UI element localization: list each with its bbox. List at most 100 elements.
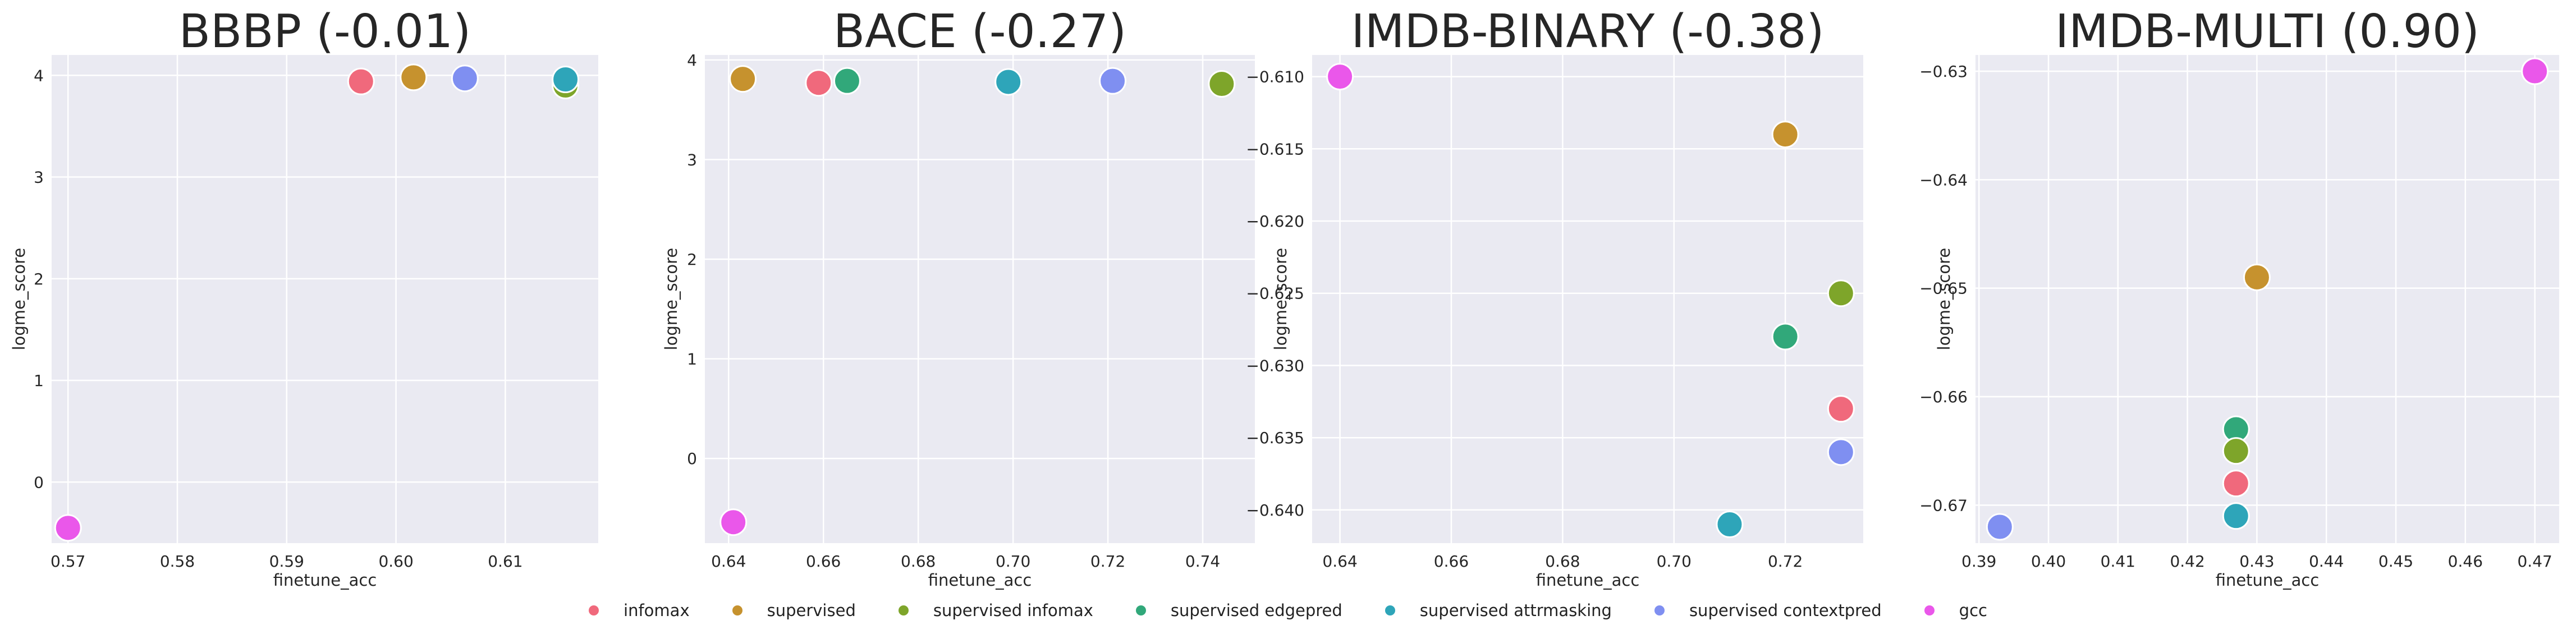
panel-3-y-axis-label: logme_score (1271, 248, 1290, 351)
legend: infomax supervised supervised infomax super… (0, 594, 2576, 627)
panel-1-x-tick-label: 0.58 (160, 552, 195, 571)
panel-2-point-supervised-infomax (1208, 70, 1236, 98)
panel-2-point-supervised-contextpred (1099, 67, 1127, 95)
panel-3-y-tick-label: −0.610 (1246, 68, 1304, 86)
panel-3-point-infomax (1827, 395, 1855, 423)
legend-item: supervised contextpred (1654, 601, 1882, 620)
panel-4-title: IMDB-MULTI (0.90) (2055, 5, 2479, 58)
panel-1-point-gcc (54, 514, 82, 542)
panel-4-x-tick-label: 0.46 (2448, 552, 2483, 571)
panel-2-y-tick-label: 2 (687, 250, 697, 269)
panel-3-x-tick-label: 0.64 (1322, 552, 1357, 571)
panel-3-title: IMDB-BINARY (-0.38) (1351, 5, 1825, 58)
panel-1-point-supervised (400, 63, 428, 91)
panel-3-point-gcc (1326, 63, 1354, 91)
panel-4-point-supervised-infomax (2222, 437, 2250, 465)
panel-1-x-tick-label: 0.60 (378, 552, 413, 571)
legend-label: supervised edgepred (1170, 601, 1342, 620)
legend-marker (1135, 605, 1146, 615)
panel-2-title: BACE (-0.27) (833, 5, 1126, 58)
panel-1-y-tick-label: 1 (34, 371, 44, 390)
panel-2-point-infomax (805, 69, 833, 97)
panel-3-y-tick-label: −0.630 (1246, 356, 1304, 375)
panel-4-y-tick-label: −0.67 (1919, 496, 1968, 514)
panel-4-x-tick-label: 0.44 (2309, 552, 2344, 571)
panel-4-y-tick-label: −0.64 (1919, 171, 1968, 189)
panel-3-x-tick-label: 0.66 (1434, 552, 1469, 571)
panel-1-point-infomax (347, 67, 375, 95)
panel-2-y-axis-label: logme_score (662, 248, 681, 351)
panel-4-x-tick-label: 0.47 (2517, 552, 2552, 571)
panel-1-y-tick-label: 2 (34, 270, 44, 288)
panel-4-x-tick-label: 0.39 (1961, 552, 1996, 571)
panel-4-y-tick-label: −0.66 (1919, 388, 1968, 406)
panel-4-point-gcc (2521, 57, 2549, 85)
panel-2-point-supervised-attrmasking (994, 68, 1023, 96)
panel-4-x-tick-label: 0.40 (2031, 552, 2066, 571)
panel-3-point-supervised (1771, 121, 1799, 149)
panel-1-x-tick-label: 0.59 (269, 552, 304, 571)
panel-2-x-axis-label: finetune_acc (928, 571, 1032, 590)
panel-2-x-tick-label: 0.66 (806, 552, 841, 571)
panel-1-plot-area (52, 55, 598, 543)
panel-3-plot-area (1312, 55, 1863, 543)
legend-label: infomax (624, 601, 690, 620)
legend-label: supervised (767, 601, 856, 620)
panel-4-y-axis-label: logme_score (1935, 248, 1954, 351)
panel-3-x-axis-label: finetune_acc (1536, 571, 1640, 590)
panel-2-y-tick-label: 1 (687, 350, 697, 369)
panel-4-x-tick-label: 0.42 (2170, 552, 2204, 571)
panel-4-point-supervised-contextpred (1986, 513, 2014, 541)
legend-label: gcc (1959, 601, 1987, 620)
panel-4-x-axis-label: finetune_acc (2216, 571, 2320, 590)
panel-4-y-tick-label: −0.63 (1919, 62, 1968, 81)
panel-3-y-tick-label: −0.615 (1246, 140, 1304, 158)
legend-marker (898, 605, 909, 615)
panel-1-point-supervised-contextpred (451, 65, 479, 93)
panel-3-y-tick-label: −0.635 (1246, 429, 1304, 447)
panel-3-point-supervised-contextpred (1827, 438, 1855, 466)
panel-1-y-axis-label: logme_score (10, 248, 29, 351)
panel-1-x-tick-label: 0.57 (51, 552, 85, 571)
panel-3-x-tick-label: 0.68 (1545, 552, 1580, 571)
panel-2-y-tick-label: 3 (687, 150, 697, 169)
panel-3-y-tick-label: −0.625 (1246, 284, 1304, 303)
panel-4-point-infomax (2222, 470, 2250, 498)
legend-item: supervised attrmasking (1385, 601, 1612, 620)
panel-2-plot-area (705, 55, 1255, 543)
panel-4-point-supervised-attrmasking (2222, 502, 2250, 530)
legend-label: supervised infomax (933, 601, 1093, 620)
panel-4-x-tick-label: 0.45 (2378, 552, 2413, 571)
legend-label: supervised attrmasking (1419, 601, 1612, 620)
legend-marker (1385, 605, 1395, 615)
panel-2-x-tick-label: 0.70 (996, 552, 1030, 571)
panel-2-y-tick-label: 4 (687, 51, 697, 70)
panel-2-x-tick-label: 0.72 (1090, 552, 1125, 571)
panel-2-point-supervised-edgepred (833, 67, 861, 95)
panel-1-y-tick-label: 3 (34, 168, 44, 187)
panel-1-y-tick-label: 0 (34, 473, 44, 491)
panel-3-point-supervised-attrmasking (1716, 511, 1744, 539)
panel-3-x-tick-label: 0.70 (1657, 552, 1692, 571)
panel-3-y-tick-label: −0.640 (1246, 501, 1304, 520)
panel-1-y-tick-label: 4 (34, 66, 44, 85)
panel-4-plot-area (1975, 55, 2559, 543)
legend-marker (589, 605, 599, 615)
panel-4-x-tick-label: 0.43 (2239, 552, 2274, 571)
legend-item: supervised edgepred (1135, 601, 1342, 620)
panel-2-y-tick-label: 0 (687, 449, 697, 468)
panel-1-x-tick-label: 0.61 (488, 552, 522, 571)
legend-item: gcc (1924, 601, 1987, 620)
panel-4-point-supervised (2243, 263, 2271, 291)
legend-item: supervised (732, 601, 856, 620)
panel-2-x-tick-label: 0.74 (1185, 552, 1220, 571)
panel-2-x-tick-label: 0.68 (901, 552, 936, 571)
legend-item: infomax (589, 601, 690, 620)
panel-3-point-supervised-infomax (1827, 279, 1855, 307)
panel-4-x-tick-label: 0.41 (2101, 552, 2135, 571)
panel-2-point-supervised (729, 65, 757, 93)
panel-2-point-gcc (719, 508, 748, 536)
legend-label: supervised contextpred (1689, 601, 1882, 620)
panel-3-y-tick-label: −0.620 (1246, 212, 1304, 231)
